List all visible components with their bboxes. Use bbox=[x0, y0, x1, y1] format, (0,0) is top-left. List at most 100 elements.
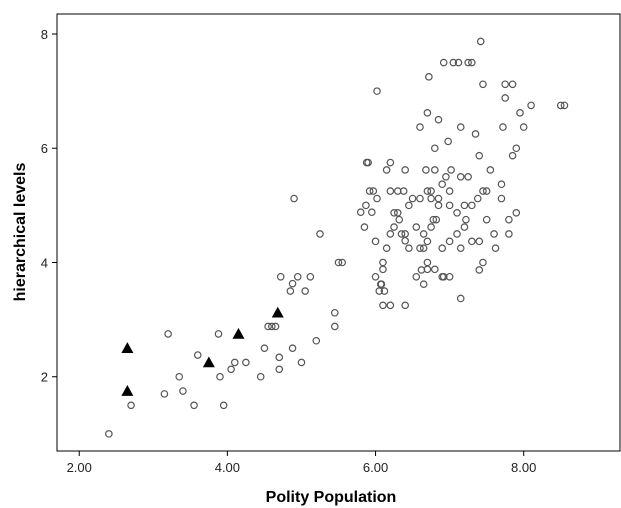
circle-point bbox=[399, 187, 408, 195]
circle-point bbox=[508, 151, 517, 160]
circle-point bbox=[405, 244, 413, 253]
circle-point bbox=[453, 208, 461, 217]
circle-point bbox=[379, 258, 387, 267]
circle-point bbox=[160, 390, 169, 398]
circle-point bbox=[373, 194, 381, 203]
circle-point bbox=[316, 230, 324, 238]
circle-point bbox=[516, 109, 524, 117]
circle-point bbox=[390, 208, 398, 217]
circle-point bbox=[214, 330, 223, 338]
circle-point bbox=[216, 372, 224, 381]
circle-point bbox=[449, 58, 458, 67]
circle-point bbox=[431, 166, 439, 174]
circle-point bbox=[429, 215, 438, 224]
circle-point bbox=[419, 280, 428, 288]
circle-point bbox=[379, 301, 387, 310]
circle-point bbox=[312, 336, 321, 345]
circle-point bbox=[365, 187, 374, 195]
triangle-point bbox=[271, 306, 284, 318]
circle-point bbox=[438, 180, 447, 189]
circle-point bbox=[453, 230, 461, 238]
circle-point bbox=[164, 330, 172, 338]
circle-point bbox=[334, 258, 343, 267]
circle-point bbox=[395, 215, 404, 224]
circle-point bbox=[362, 201, 370, 210]
circle-point bbox=[476, 37, 485, 46]
circle-point bbox=[386, 230, 395, 238]
circle-point bbox=[454, 58, 463, 67]
y-axis-title: hierarchical levels bbox=[12, 163, 29, 302]
circle-point bbox=[306, 272, 315, 281]
y-tick-label: 4 bbox=[41, 255, 48, 270]
circle-point bbox=[423, 258, 432, 267]
circle-point bbox=[230, 358, 239, 367]
circle-point bbox=[382, 244, 391, 253]
circle-point bbox=[297, 358, 306, 367]
circle-point bbox=[379, 265, 387, 274]
triangle-point bbox=[121, 385, 134, 396]
triangle-point bbox=[121, 342, 134, 353]
circle-point bbox=[475, 266, 484, 274]
circle-point bbox=[439, 58, 448, 67]
circle-point bbox=[386, 301, 395, 310]
circle-point bbox=[416, 123, 424, 131]
circle-point bbox=[479, 80, 487, 89]
circle-point bbox=[390, 223, 398, 231]
x-axis-title: Polity Population bbox=[266, 489, 397, 506]
circle-point bbox=[286, 287, 295, 295]
circle-point bbox=[422, 166, 430, 174]
circle-point bbox=[497, 180, 506, 189]
circle-point bbox=[473, 194, 482, 203]
circle-point bbox=[416, 194, 424, 203]
circle-point bbox=[256, 372, 265, 381]
circle-point bbox=[275, 353, 284, 362]
triangle-point bbox=[232, 327, 245, 339]
circle-point bbox=[290, 194, 298, 203]
circle-point bbox=[468, 237, 476, 246]
y-tick-label: 8 bbox=[41, 27, 48, 42]
circle-point bbox=[427, 187, 435, 195]
circle-point bbox=[556, 101, 565, 110]
circle-point bbox=[382, 166, 391, 174]
circle-point bbox=[456, 294, 465, 303]
circle-point bbox=[338, 258, 347, 267]
circle-point bbox=[475, 151, 484, 160]
circle-point bbox=[364, 158, 372, 167]
circle-point bbox=[175, 372, 184, 381]
circle-point bbox=[408, 194, 417, 203]
circle-point bbox=[479, 187, 487, 195]
circle-point bbox=[468, 58, 476, 67]
circle-point bbox=[456, 244, 465, 253]
circle-point bbox=[412, 272, 421, 281]
circle-point bbox=[401, 301, 409, 310]
circle-point bbox=[301, 287, 309, 295]
axes: 2.00 4.00 6.00 8.00 2 4 6 8 bbox=[41, 27, 537, 475]
circle-point bbox=[105, 430, 113, 438]
circle-point bbox=[288, 279, 297, 288]
circle-point bbox=[268, 322, 276, 331]
circle-point bbox=[427, 223, 435, 231]
circle-point bbox=[519, 123, 528, 131]
circle-point bbox=[431, 144, 439, 153]
circle-point bbox=[386, 187, 395, 195]
circle-point bbox=[412, 223, 421, 231]
circle-point bbox=[401, 236, 409, 245]
circle-point bbox=[464, 58, 472, 67]
circle-point bbox=[219, 401, 228, 410]
circle-point bbox=[445, 187, 454, 195]
circle-point bbox=[271, 322, 280, 331]
x-tick-label: 2.00 bbox=[67, 460, 92, 475]
circle-point bbox=[330, 308, 339, 317]
circle-point bbox=[434, 194, 443, 203]
circle-point bbox=[369, 187, 378, 195]
circle-point bbox=[462, 215, 470, 224]
circle-point bbox=[368, 208, 376, 217]
x-tick-label: 6.00 bbox=[363, 460, 388, 475]
circle-point bbox=[456, 173, 465, 181]
circle-point bbox=[479, 258, 487, 267]
circle-point bbox=[460, 223, 469, 231]
x-tick-label: 4.00 bbox=[215, 460, 240, 475]
circle-point bbox=[505, 215, 513, 224]
circle-point bbox=[508, 80, 517, 89]
